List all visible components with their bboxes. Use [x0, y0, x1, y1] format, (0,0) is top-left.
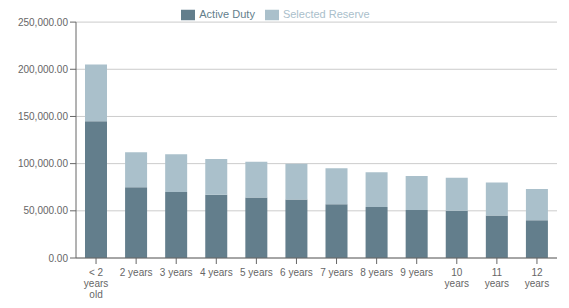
svg-text:2 years: 2 years — [120, 267, 153, 278]
svg-text:250,000.00: 250,000.00 — [18, 17, 68, 28]
svg-text:50,000.00: 50,000.00 — [24, 205, 69, 216]
svg-text:10years: 10years — [445, 267, 469, 289]
svg-text:0.00: 0.00 — [49, 253, 69, 264]
svg-text:3 years: 3 years — [160, 267, 193, 278]
svg-text:150,000.00: 150,000.00 — [18, 111, 68, 122]
svg-text:8 years: 8 years — [360, 267, 393, 278]
svg-text:9 years: 9 years — [400, 267, 433, 278]
html-text:Selected Reserve: Selected Reserve — [282, 8, 370, 20]
svg-text:7 years: 7 years — [320, 267, 353, 278]
svg-text:200,000.00: 200,000.00 — [18, 64, 68, 75]
svg-text:4 years: 4 years — [200, 267, 233, 278]
svg-text:11years: 11years — [485, 267, 509, 289]
html-text:Active Duty: Active Duty — [199, 8, 255, 20]
svg-text:< 2yearsold: < 2yearsold — [84, 267, 108, 300]
svg-text:12years: 12years — [525, 267, 549, 289]
svg-text:6 years: 6 years — [280, 267, 313, 278]
svg-text:100,000.00: 100,000.00 — [18, 158, 68, 169]
svg-text:5 years: 5 years — [240, 267, 273, 278]
